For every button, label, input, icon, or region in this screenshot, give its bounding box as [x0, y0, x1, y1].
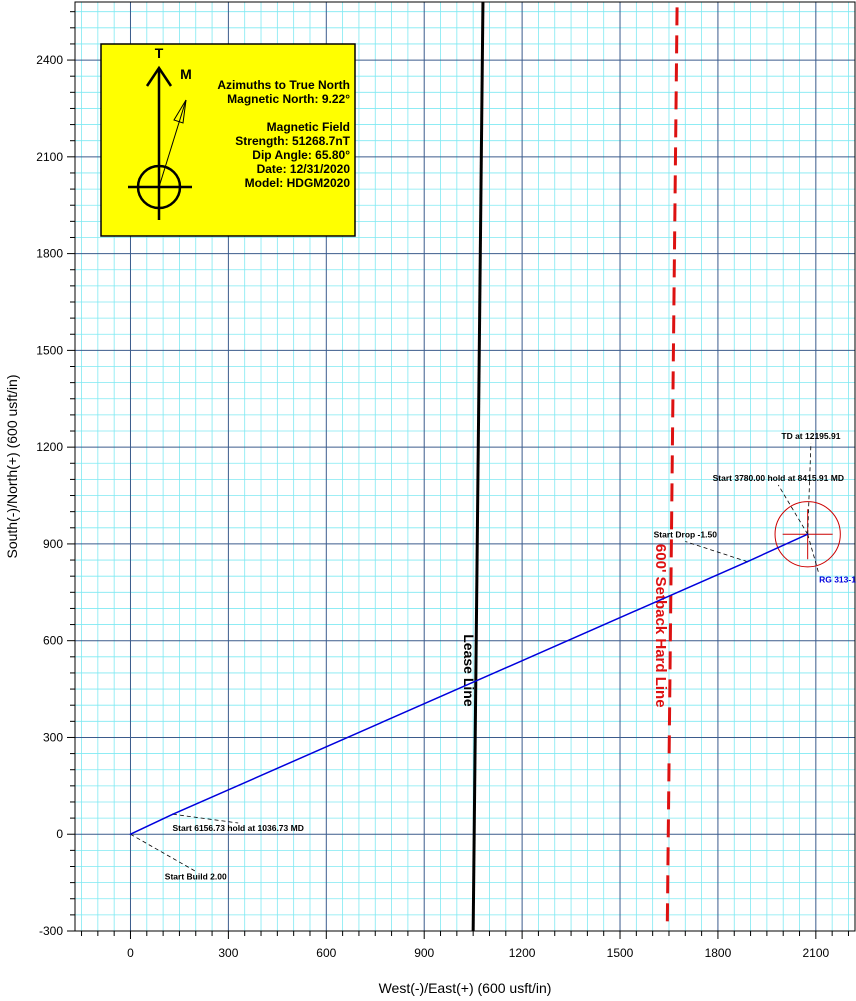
x-tick-label: 600	[316, 946, 336, 960]
lease-line-label: Lease Line	[461, 634, 477, 707]
x-tick-label: 300	[218, 946, 238, 960]
y-tick-label: 1500	[36, 343, 63, 357]
annotation-leader	[172, 813, 239, 824]
true-north-label: T	[155, 45, 164, 61]
info-box-line: Model: HDGM2020	[245, 176, 351, 190]
annotation-label: Start 3780.00 hold at 8415.91 MD	[713, 473, 844, 483]
well-path-line	[130, 533, 808, 835]
north-arrow-icon	[128, 65, 192, 220]
info-box-line: Date: 12/31/2020	[257, 162, 351, 176]
setback-hard-line	[665, 1, 679, 922]
x-axis-label: West(-)/East(+) (600 usft/in)	[379, 980, 552, 996]
lease-line	[471, 1, 485, 932]
y-tick-label: 900	[43, 537, 63, 551]
annotation-label: TD at 12195.91	[781, 431, 840, 441]
x-tick-label: 0	[127, 946, 134, 960]
annotation-leader	[685, 541, 748, 563]
annotation-label: Start 6156.73 hold at 1036.73 MD	[173, 823, 304, 833]
y-tick-label: 1800	[36, 247, 63, 261]
well-path-point	[129, 833, 132, 836]
x-tick-label: 2100	[802, 946, 829, 960]
annotation-leader	[807, 534, 820, 575]
x-tick-label: 1200	[509, 946, 536, 960]
info-box-line: Strength: 51268.7nT	[235, 134, 350, 148]
annotation-leader	[130, 833, 196, 872]
y-tick-label: 0	[56, 827, 63, 841]
info-box-line: Azimuths to True North	[217, 78, 350, 92]
y-tick-label: 2100	[36, 150, 63, 164]
info-box-background	[100, 43, 356, 237]
setback-line-group: 600' Setback Hard Line	[652, 1, 679, 922]
info-box-line: Dip Angle: 65.80°	[252, 148, 350, 162]
annotations: Start Build 2.00 Start 6156.73 hold at 10…	[130, 431, 856, 881]
y-tick-label: 300	[43, 730, 63, 744]
well-path-point	[746, 560, 749, 563]
y-tick-label: 2400	[36, 53, 63, 67]
y-tick-label: -300	[39, 924, 63, 938]
y-axis-label: South(-)/North(+) (600 usft/in)	[4, 374, 20, 558]
well-path-series	[129, 533, 809, 836]
x-tick-label: 900	[414, 946, 434, 960]
y-tick-label: 1200	[36, 440, 63, 454]
info-box-line: Magnetic Field	[267, 120, 350, 134]
plot-frame	[74, 1, 856, 932]
magnetic-north-label: M	[180, 66, 192, 82]
magnetic-arrow-icon	[158, 99, 187, 188]
axis-ticks	[67, 11, 849, 939]
major-grid	[75, 2, 855, 932]
lease-line-group: Lease Line	[461, 1, 485, 932]
setback-line-label: 600' Setback Hard Line	[652, 544, 669, 708]
tick-labels: 0 300 600 900 1200 1500 1800 2100 -300 0 300 600 900…	[36, 53, 829, 960]
annotation-label: Start Build 2.00	[165, 871, 227, 881]
y-tick-label: 600	[43, 634, 63, 648]
x-tick-label: 1500	[607, 946, 634, 960]
annotation-leader	[777, 484, 809, 535]
well-path-point	[172, 813, 174, 816]
x-tick-label: 1800	[705, 946, 732, 960]
well-path-point	[806, 533, 809, 536]
info-box-line: Magnetic North: 9.22°	[227, 92, 350, 106]
annotation-label: RG 313-18-297/Pla	[819, 575, 856, 585]
target-circle	[774, 501, 841, 568]
annotation-leader	[807, 443, 812, 535]
annotation-label: Start Drop -1.50	[654, 529, 718, 539]
